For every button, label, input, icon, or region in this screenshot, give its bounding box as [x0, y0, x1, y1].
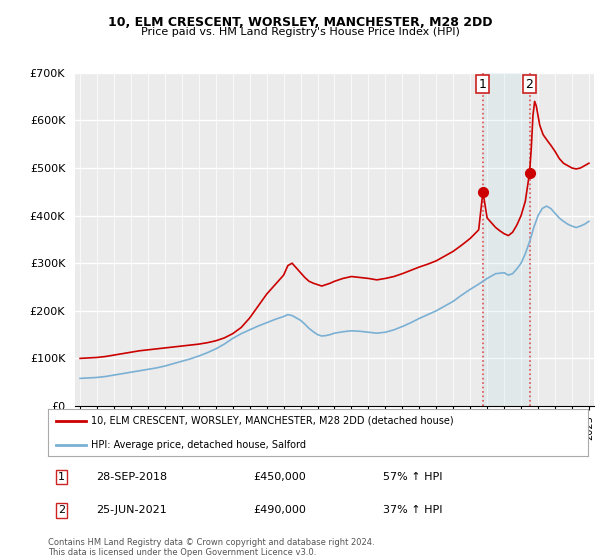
Text: 2: 2 — [58, 505, 65, 515]
Text: HPI: Average price, detached house, Salford: HPI: Average price, detached house, Salf… — [91, 440, 306, 450]
Text: 37% ↑ HPI: 37% ↑ HPI — [383, 505, 442, 515]
Text: 10, ELM CRESCENT, WORSLEY, MANCHESTER, M28 2DD: 10, ELM CRESCENT, WORSLEY, MANCHESTER, M… — [108, 16, 492, 29]
Text: £450,000: £450,000 — [253, 472, 306, 482]
Text: 28-SEP-2018: 28-SEP-2018 — [97, 472, 168, 482]
Text: Contains HM Land Registry data © Crown copyright and database right 2024.
This d: Contains HM Land Registry data © Crown c… — [48, 538, 374, 557]
Text: 10, ELM CRESCENT, WORSLEY, MANCHESTER, M28 2DD (detached house): 10, ELM CRESCENT, WORSLEY, MANCHESTER, M… — [91, 416, 454, 426]
Text: 25-JUN-2021: 25-JUN-2021 — [97, 505, 167, 515]
Bar — [483, 73, 530, 406]
Text: Price paid vs. HM Land Registry's House Price Index (HPI): Price paid vs. HM Land Registry's House … — [140, 27, 460, 37]
Text: 1: 1 — [58, 472, 65, 482]
Text: 2: 2 — [526, 78, 533, 91]
Text: £490,000: £490,000 — [253, 505, 306, 515]
Text: 1: 1 — [479, 78, 487, 91]
Text: 57% ↑ HPI: 57% ↑ HPI — [383, 472, 442, 482]
